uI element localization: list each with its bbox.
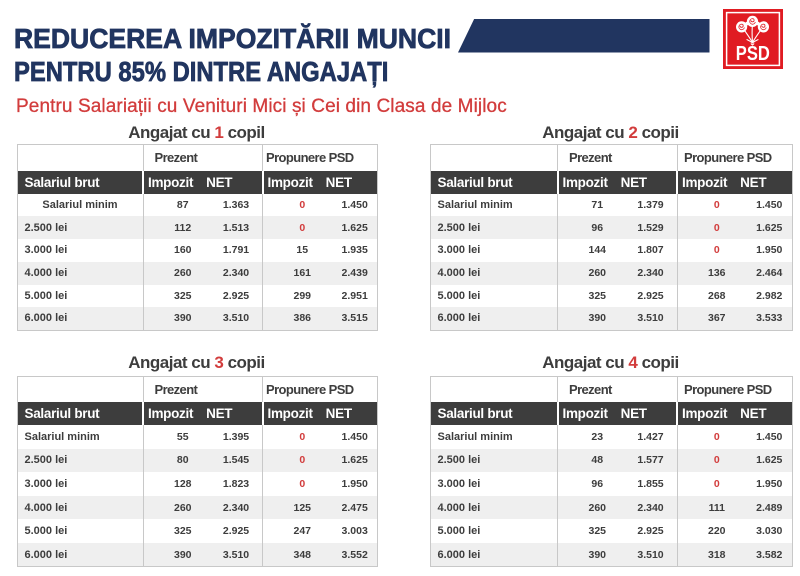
svg-text:PSD: PSD	[736, 43, 770, 65]
